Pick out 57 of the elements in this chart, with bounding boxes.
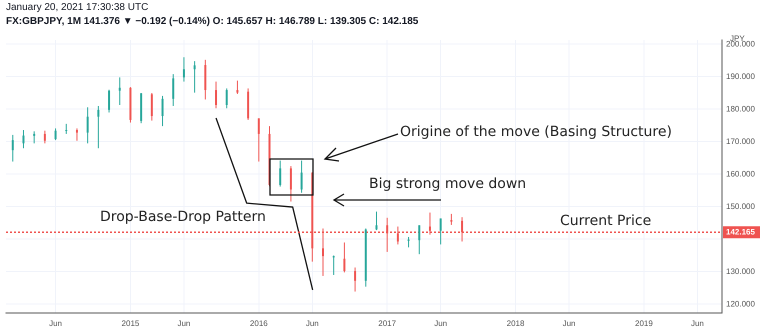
candlestick [162,95,164,127]
x-tick-label: 2018 [506,319,525,328]
chart-subtitle: January 20, 2021 17:30:38 UTC [6,2,148,13]
candlestick [97,105,100,149]
y-tick-label: 150.000 [726,202,756,211]
candlestick [258,118,260,162]
candlestick [408,236,410,248]
x-tick-label: 2019 [635,319,654,328]
candlestick [354,267,356,292]
candlestick [86,106,89,144]
candlestick [343,242,346,273]
candlestick [279,160,282,188]
candlestick [76,128,78,142]
candlestick [65,123,68,134]
candlestick [300,160,303,194]
candlestick [44,130,46,144]
annotation: Big strong move down [369,176,526,192]
candlestick [194,60,196,94]
candlestick [418,224,420,255]
candlestick [22,130,24,149]
ref-line-label: 142.165 [726,227,756,236]
annotation: Current Price [560,213,652,229]
candlestick [290,166,292,202]
candlestick [12,134,14,162]
y-tick-label: 170.000 [726,136,756,146]
annotation: Drop-Base-Drop Pattern [100,209,266,225]
candlestick [54,128,57,141]
candlestick [172,74,174,106]
y-tick-label: 130.000 [726,266,756,276]
candlestick [236,80,238,94]
x-tick-label: Jun [177,319,190,328]
candlestick [215,81,218,109]
x-tick-label: Jun [562,319,576,328]
x-tick-label: 2015 [122,319,140,328]
x-tick-label: Jun [306,319,319,328]
x-tick-label: Jun [49,319,62,328]
candlestick [108,89,110,113]
y-tick-label: 120.000 [726,299,756,308]
y-tick-label: 200.000 [726,39,756,48]
candlestick [450,213,452,226]
candlestick [440,218,442,245]
candlestick [226,88,228,109]
y-tick-label: 190.000 [726,72,756,81]
annotation: Origine of the move (Basing Structure) [400,124,672,140]
candlestick [182,56,185,82]
x-tick-label: Jun [690,319,704,328]
y-tick-label: 160.000 [726,169,756,178]
candlestick [375,211,378,231]
x-tick-label: 2017 [378,319,397,328]
candlestick [33,130,36,144]
candlestick [386,217,388,252]
x-tick-label: Jun [434,319,448,328]
x-tick-label: 2016 [250,319,268,328]
candlestick [332,254,335,276]
candlestick [150,92,153,122]
chart-title: FX:GBPJPY, 1M 141.376 ▼ −0.192 (−0.14%) O: 145.657 H: 146.789 L: 139.305 C: 142.185 [6,16,418,27]
y-tick-label: 180.000 [726,104,756,114]
